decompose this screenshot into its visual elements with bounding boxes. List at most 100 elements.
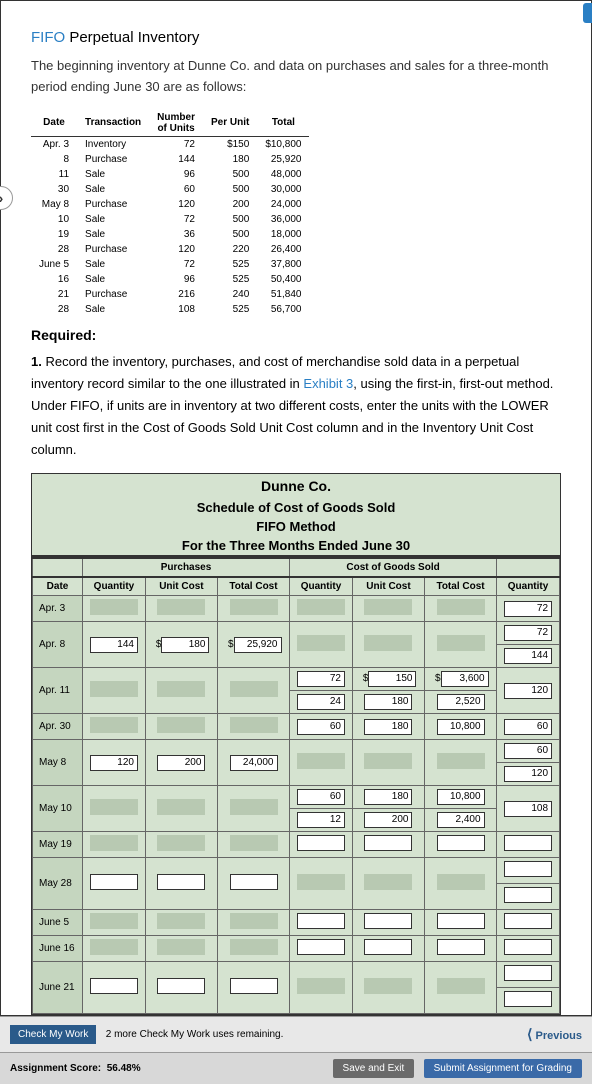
input-cell[interactable] <box>504 939 552 955</box>
ws-period: For the Three Months Ended June 30 <box>32 536 560 557</box>
worksheet-table: Purchases Cost of Goods Sold Date Quanti… <box>32 557 560 1014</box>
input-cell[interactable]: 120 <box>504 683 552 699</box>
th-units: Numberof Units <box>149 110 203 137</box>
intro-text: The beginning inventory at Dunne Co. and… <box>31 56 561 98</box>
assignment-score: Assignment Score: 56.48% <box>10 1063 141 1074</box>
row-date: June 16 <box>33 936 83 962</box>
check-my-work-button[interactable]: Check My Work <box>10 1025 96 1044</box>
row-date: May 8 <box>33 740 83 786</box>
input-cell[interactable]: 10,800 <box>437 719 485 735</box>
ws-method: FIFO Method <box>32 517 560 536</box>
row-date: June 5 <box>33 910 83 936</box>
page-title: FIFO Perpetual Inventory <box>31 29 561 46</box>
previous-link[interactable]: ⟨ Previous <box>527 1026 582 1043</box>
input-cell[interactable]: 25,920 <box>234 637 282 653</box>
col-pt: Total Cost <box>217 577 289 596</box>
col-date: Date <box>33 577 83 596</box>
prev-arrow[interactable]: › <box>0 186 13 210</box>
input-cell[interactable]: 144 <box>504 648 552 664</box>
input-cell[interactable] <box>364 835 412 851</box>
col-pq: Quantity <box>83 577 146 596</box>
instructions: 1. Record the inventory, purchases, and … <box>31 351 561 461</box>
input-cell[interactable] <box>230 874 278 890</box>
input-cell[interactable]: 72 <box>504 601 552 617</box>
input-cell[interactable] <box>504 991 552 1007</box>
row-date: Apr. 8 <box>33 622 83 668</box>
chevron-left-icon: ⟨ <box>527 1026 532 1042</box>
transactions-table: Date Transaction Numberof Units Per Unit… <box>31 110 309 317</box>
th-trans: Transaction <box>77 110 149 137</box>
save-exit-button[interactable]: Save and Exit <box>333 1059 415 1078</box>
footer-bar: Check My Work 2 more Check My Work uses … <box>0 1016 592 1052</box>
input-cell[interactable]: 2,520 <box>437 694 485 710</box>
input-cell[interactable]: 3,600 <box>441 671 489 687</box>
input-cell[interactable]: 180 <box>364 719 412 735</box>
submit-button[interactable]: Submit Assignment for Grading <box>424 1059 582 1078</box>
th-date: Date <box>31 110 77 137</box>
input-cell[interactable]: 144 <box>90 637 138 653</box>
input-cell[interactable] <box>504 861 552 877</box>
worksheet: Dunne Co. Schedule of Cost of Goods Sold… <box>31 473 561 1015</box>
ws-title: Schedule of Cost of Goods Sold <box>32 498 560 517</box>
input-cell[interactable]: 180 <box>364 789 412 805</box>
input-cell[interactable] <box>230 978 278 994</box>
input-cell[interactable] <box>504 965 552 981</box>
input-cell[interactable] <box>437 835 485 851</box>
col-iq: Quantity <box>497 577 560 596</box>
row-date: May 10 <box>33 786 83 832</box>
input-cell[interactable] <box>90 874 138 890</box>
fifo-label: FIFO <box>31 29 65 46</box>
input-cell[interactable]: 60 <box>297 789 345 805</box>
hdr-cogs: Cost of Goods Sold <box>290 558 497 577</box>
input-cell[interactable]: 120 <box>504 766 552 782</box>
col-ct: Total Cost <box>425 577 497 596</box>
input-cell[interactable]: 200 <box>364 812 412 828</box>
input-cell[interactable]: 200 <box>157 755 205 771</box>
input-cell[interactable]: 10,800 <box>437 789 485 805</box>
input-cell[interactable] <box>90 978 138 994</box>
input-cell[interactable] <box>504 835 552 851</box>
col-pu: Unit Cost <box>145 577 217 596</box>
check-remaining: 2 more Check My Work uses remaining. <box>106 1029 284 1040</box>
input-cell[interactable] <box>504 913 552 929</box>
input-cell[interactable] <box>504 887 552 903</box>
input-cell[interactable] <box>157 874 205 890</box>
input-cell[interactable]: 120 <box>90 755 138 771</box>
help-tab[interactable] <box>583 3 592 23</box>
input-cell[interactable]: 72 <box>297 671 345 687</box>
input-cell[interactable] <box>437 913 485 929</box>
row-date: May 28 <box>33 858 83 910</box>
hdr-purchases: Purchases <box>83 558 290 577</box>
input-cell[interactable]: 2,400 <box>437 812 485 828</box>
th-total: Total <box>257 110 309 137</box>
col-cq: Quantity <box>290 577 353 596</box>
th-per: Per Unit <box>203 110 257 137</box>
input-cell[interactable]: 24 <box>297 694 345 710</box>
input-cell[interactable] <box>297 939 345 955</box>
input-cell[interactable]: 60 <box>504 743 552 759</box>
required-heading: Required: <box>31 327 561 343</box>
input-cell[interactable] <box>437 939 485 955</box>
input-cell[interactable]: 12 <box>297 812 345 828</box>
input-cell[interactable]: 180 <box>161 637 209 653</box>
input-cell[interactable]: 60 <box>504 719 552 735</box>
input-cell[interactable]: 60 <box>297 719 345 735</box>
input-cell[interactable] <box>157 978 205 994</box>
input-cell[interactable]: 150 <box>368 671 416 687</box>
exhibit-link[interactable]: Exhibit 3 <box>303 376 353 391</box>
input-cell[interactable] <box>297 835 345 851</box>
page-content: › FIFO Perpetual Inventory The beginning… <box>0 0 592 1016</box>
bottom-bar: Assignment Score: 56.48% Save and Exit S… <box>0 1052 592 1084</box>
row-date: June 21 <box>33 962 83 1014</box>
col-cu: Unit Cost <box>352 577 424 596</box>
input-cell[interactable]: 72 <box>504 625 552 641</box>
input-cell[interactable]: 24,000 <box>230 755 278 771</box>
row-date: May 19 <box>33 832 83 858</box>
input-cell[interactable]: 108 <box>504 801 552 817</box>
ws-company: Dunne Co. <box>32 474 560 498</box>
input-cell[interactable]: 180 <box>364 694 412 710</box>
input-cell[interactable] <box>364 913 412 929</box>
input-cell[interactable] <box>364 939 412 955</box>
row-date: Apr. 30 <box>33 714 83 740</box>
input-cell[interactable] <box>297 913 345 929</box>
